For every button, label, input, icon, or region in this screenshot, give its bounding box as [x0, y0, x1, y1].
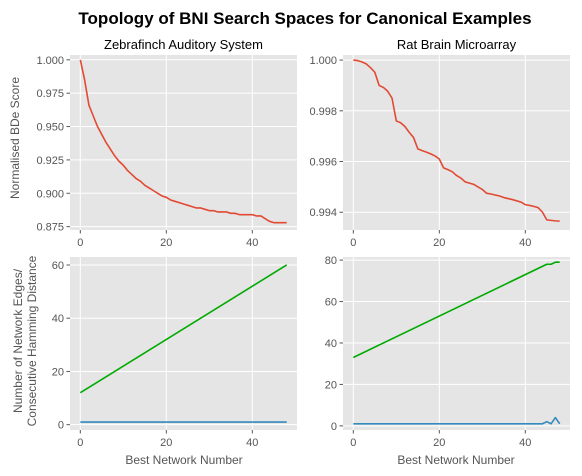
y-axis-label-bottom-line-2: Consecutive Hamming Distance — [25, 255, 39, 426]
plot-area — [343, 55, 570, 230]
y-tick-label: 40 — [52, 313, 64, 325]
y-axis-label-top: Normalised BDe Score — [8, 77, 22, 199]
y-tick-label: 80 — [325, 255, 337, 267]
y-tick-label: 0.925 — [36, 155, 64, 167]
x-tick-label: 40 — [519, 437, 531, 449]
x-axis-label-right: Best Network Number — [397, 453, 514, 467]
series-line — [79, 264, 288, 394]
zebrafinch-edges-panel: 0 20 40 0 20 40 60 — [52, 257, 297, 449]
x-tick-label: 0 — [350, 437, 356, 449]
x-tick-label: 20 — [160, 237, 172, 249]
x-tick-label: 40 — [519, 237, 531, 249]
panel-title: Rat Brain Microarray — [397, 37, 517, 52]
series-line — [352, 261, 560, 359]
x-tick-label: 0 — [77, 437, 83, 449]
y-tick-label: 0 — [58, 420, 64, 432]
zebrafinch-panel: 0 20 40 0.875 0.900 0.925 0.950 0.975 1.000 Zebra… — [36, 37, 297, 249]
y-tick-label: 20 — [325, 379, 337, 391]
plot-area — [70, 257, 297, 430]
y-tick-label: 0 — [331, 421, 337, 433]
y-tick-label: 0.994 — [309, 207, 337, 219]
figure-title: Topology of BNI Search Spaces for Canoni… — [78, 9, 531, 28]
rat-brain-panel: 0 20 40 0.994 0.996 0.998 1.000 Rat Brain Micro… — [309, 37, 570, 249]
y-axis-label-bottom-line-1: Number of Network Edges/ — [11, 268, 25, 413]
plot-area — [343, 257, 570, 430]
y-tick-label: 1.000 — [309, 55, 337, 67]
y-tick-label: 0.900 — [36, 188, 64, 200]
y-tick-label: 0.875 — [36, 222, 64, 234]
y-tick-label: 60 — [52, 260, 64, 272]
y-tick-label: 0.975 — [36, 88, 64, 100]
y-tick-label: 0.996 — [309, 157, 337, 169]
x-tick-label: 0 — [77, 237, 83, 249]
y-tick-label: 0.950 — [36, 122, 64, 134]
x-tick-label: 20 — [160, 437, 172, 449]
x-tick-label: 20 — [433, 237, 445, 249]
panel-title: Zebrafinch Auditory System — [104, 37, 263, 52]
y-tick-label: 20 — [52, 366, 64, 378]
series-line — [79, 59, 287, 224]
x-tick-label: 20 — [433, 437, 445, 449]
x-tick-label: 0 — [350, 237, 356, 249]
y-tick-label: 0.998 — [309, 106, 337, 118]
x-tick-label: 40 — [246, 237, 258, 249]
y-tick-label: 1.000 — [36, 55, 64, 67]
series-line — [353, 59, 560, 222]
y-tick-label: 60 — [325, 297, 337, 309]
x-tick-label: 40 — [246, 437, 258, 449]
y-tick-label: 40 — [325, 338, 337, 350]
x-axis-label-left: Best Network Number — [125, 453, 242, 467]
series-line — [353, 416, 561, 425]
rat-brain-edges-panel: 0 20 40 0 20 40 60 80 — [325, 255, 570, 449]
plot-area — [70, 55, 297, 230]
